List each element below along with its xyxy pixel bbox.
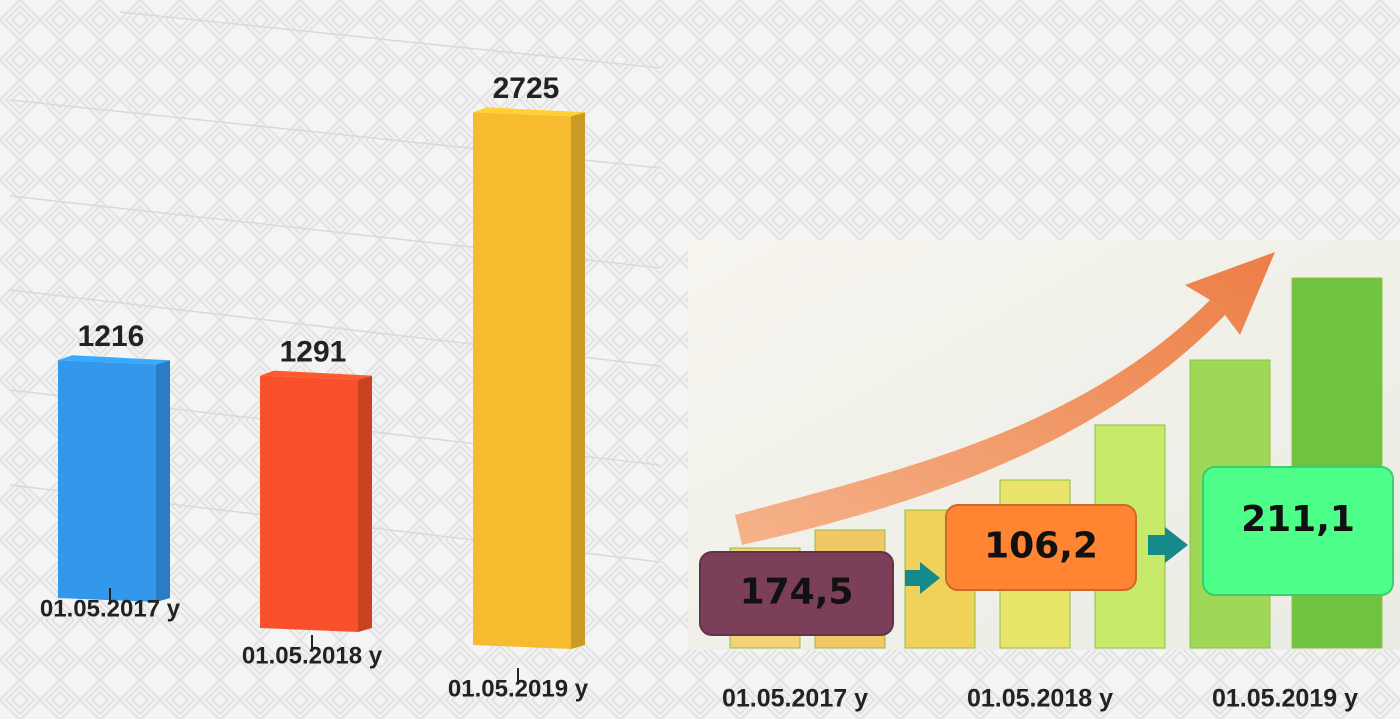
bar <box>260 370 372 632</box>
bar-top <box>473 107 585 117</box>
value-label: 174,5 <box>740 572 854 613</box>
bar-front <box>260 375 358 632</box>
category-label: 01.05.2018 y <box>242 642 383 669</box>
category-label: 01.05.2017 y <box>722 685 868 713</box>
category-label: 01.05.2019 y <box>1212 685 1358 713</box>
value-label: 1216 <box>78 320 145 353</box>
bar-top <box>58 355 170 365</box>
bar <box>473 107 585 649</box>
value-label: 2725 <box>493 72 560 105</box>
value-box <box>1202 466 1394 596</box>
category-label: 01.05.2019 y <box>448 675 589 702</box>
bar-top <box>260 370 372 380</box>
bar <box>58 355 170 602</box>
value-label: 106,2 <box>984 526 1098 567</box>
value-label: 1291 <box>280 336 347 369</box>
bar-side <box>358 375 372 632</box>
bar-front <box>473 112 571 649</box>
category-label: 01.05.2017 y <box>40 595 181 622</box>
bar-front <box>58 360 156 602</box>
value-box <box>945 504 1137 591</box>
value-box <box>699 551 894 636</box>
category-label: 01.05.2018 y <box>967 685 1113 713</box>
value-label: 211,1 <box>1241 499 1355 540</box>
bar-side <box>156 360 170 602</box>
bar-side <box>571 112 585 649</box>
